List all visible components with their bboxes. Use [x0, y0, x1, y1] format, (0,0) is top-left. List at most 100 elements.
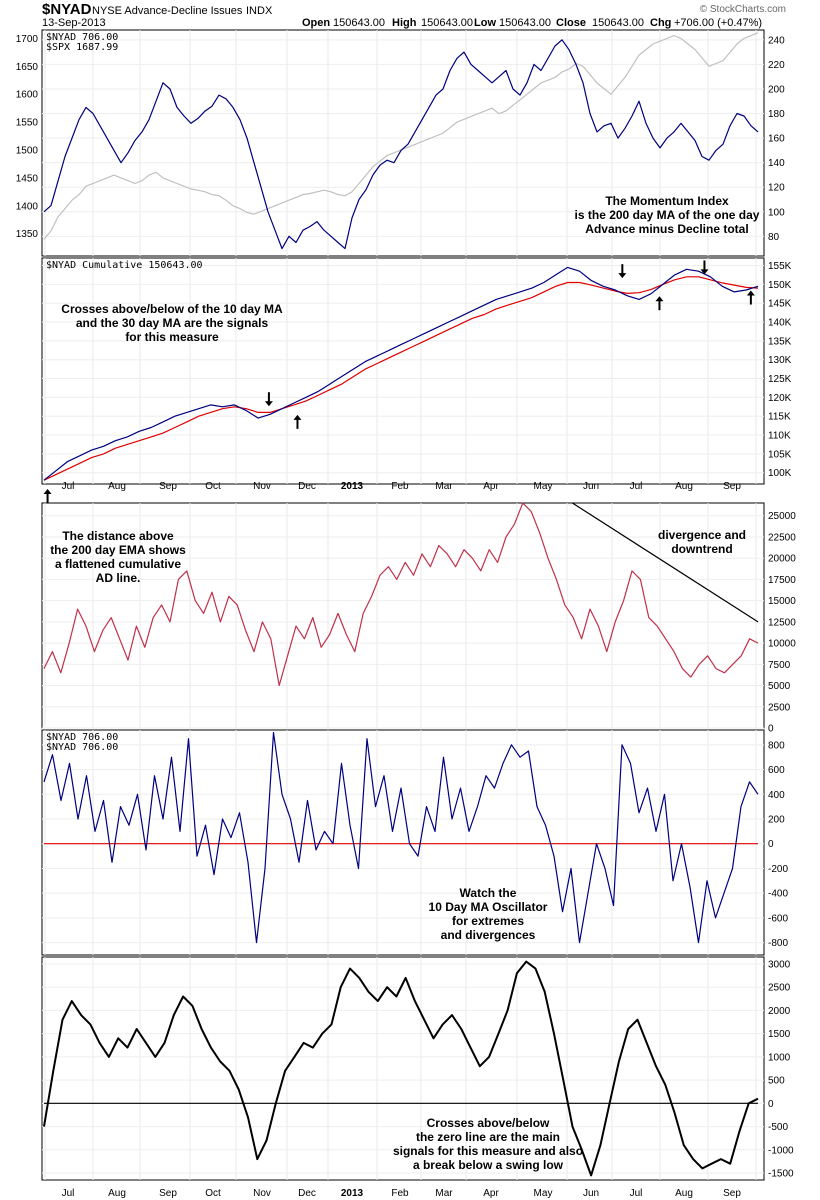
legend-entry: $SPX 1687.99 [46, 42, 118, 53]
x-month-label: Sep [159, 481, 177, 492]
y-tick-label: 110K [768, 431, 791, 442]
y-tick-label: 600 [768, 765, 785, 776]
panel-1: 80 100 120 140 160 180 200 220 240 1350 1400 1450 15… [16, 29, 785, 257]
x-month-label: Feb [391, 481, 409, 492]
annotation-line: Watch the [460, 886, 517, 900]
y-tick-label-left: 1350 [16, 229, 39, 240]
arrow-up-icon [655, 296, 664, 302]
arrow-down-icon [700, 269, 709, 275]
annotation-line: Crosses above/below of the 10 day MA [61, 302, 283, 316]
y-tick-label: 1000 [768, 1052, 791, 1063]
y-tick-label: 2500 [768, 983, 791, 994]
panel-4: -800 -600 -400 -200 0 200 400 600 800 $NYAD 706.0… [41, 729, 788, 956]
series-line [43, 502, 759, 687]
x-axis: Jul Aug Sep Oct Nov Dec 2013 Feb Mar Apr May Jun Jul… [62, 481, 742, 1199]
y-tick-label: -500 [768, 1122, 788, 1133]
watermark: © StockCharts.com [700, 4, 786, 15]
annotation-line: AD line. [96, 571, 141, 585]
x-month-label: Sep [723, 481, 741, 492]
annotation-line: Crosses above/below [427, 1116, 550, 1130]
x-month-label: Jul [630, 481, 643, 492]
y-tick-label: 120 [768, 183, 785, 194]
chart-header: $NYAD NYSE Advance-Decline Issues INDX 1… [42, 1, 786, 29]
legend-entry: $NYAD 706.00 [46, 742, 118, 753]
x-month-label: Feb [391, 1188, 409, 1199]
y-tick-label: 15000 [768, 596, 796, 607]
x-month-label: Aug [675, 1188, 693, 1199]
x-month-label: Sep [723, 1188, 741, 1199]
x-month-label: Nov [253, 481, 271, 492]
y-tick-label: -400 [768, 889, 788, 900]
y-tick-label: 180 [768, 109, 785, 120]
y-tick-label: 100K [768, 468, 792, 479]
y-tick-label: 12500 [768, 617, 796, 628]
y-tick-label-left: 1700 [16, 34, 39, 45]
annotation-line: signals for this measure and also [393, 1144, 583, 1158]
annotation-line: the zero line are the main [416, 1130, 560, 1144]
series-line [572, 502, 759, 623]
y-tick-label: 0 [768, 1099, 774, 1110]
chart-date: 13-Sep-2013 [42, 17, 106, 29]
y-tick-label: 155K [768, 261, 792, 272]
annotation-line: downtrend [671, 542, 732, 556]
annotation-line: Advance minus Decline total [585, 222, 748, 236]
y-tick-label: 140K [768, 318, 792, 329]
panel-3: 0 2500 5000 7500 10000 12500 15000 17500 20000 22… [41, 502, 796, 735]
panel-5: -1500 -1000 -500 0 500 1000 1500 2000 2500 3000 Cr… [41, 956, 794, 1181]
high-value: 150643.00 [421, 17, 473, 29]
chg-label: Chg [650, 17, 671, 29]
legend-entry: $NYAD 706.00 [46, 732, 118, 743]
series-line [43, 960, 759, 1177]
y-tick-label: 130K [768, 355, 792, 366]
open-label: Open [302, 17, 330, 29]
close-label: Close [556, 17, 586, 29]
high-label: High [392, 17, 417, 29]
y-tick-label: 135K [768, 336, 792, 347]
panel-frame [41, 956, 765, 1181]
annotation-line: for this measure [125, 330, 219, 344]
x-month-label: Apr [483, 1188, 499, 1199]
arrow-down-icon [618, 273, 627, 279]
y-tick-label: 800 [768, 740, 785, 751]
x-month-label: Sep [159, 1188, 177, 1199]
legend-entry: $NYAD Cumulative 150643.00 [46, 260, 203, 271]
y-tick-label: 145K [768, 299, 792, 310]
series-line [43, 276, 759, 481]
y-tick-label: 80 [768, 232, 780, 243]
annotation-line: and the 30 day MA are the signals [76, 316, 269, 330]
y-tick-label: 3000 [768, 959, 791, 970]
panel-frame [41, 729, 765, 956]
y-tick-label: -200 [768, 864, 788, 875]
x-month-label: Oct [205, 481, 221, 492]
y-tick-label: 400 [768, 790, 785, 801]
arrow-up-icon [293, 414, 302, 420]
chg-value: +706.00 (+0.47%) [674, 17, 762, 29]
series-line [43, 266, 759, 481]
y-tick-label: 150K [768, 280, 792, 291]
y-tick-label: 120K [768, 393, 792, 404]
x-month-label: Nov [253, 1188, 271, 1199]
x-month-label: Aug [108, 1188, 126, 1199]
x-month-label: Aug [675, 481, 693, 492]
arrow-down-icon [264, 401, 273, 407]
panel-frame [41, 257, 765, 485]
y-tick-label-left: 1450 [16, 173, 39, 184]
y-tick-label: 5000 [768, 681, 791, 692]
y-tick-label: 20000 [768, 554, 796, 565]
y-tick-label: 200 [768, 84, 785, 95]
y-tick-label: 220 [768, 60, 785, 71]
low-label: Low [474, 17, 496, 29]
y-tick-label: 160 [768, 134, 785, 145]
close-value: 150643.00 [592, 17, 644, 29]
y-tick-label: 105K [768, 449, 792, 460]
x-month-label: Mar [435, 481, 453, 492]
annotation-line: the 200 day EMA shows [50, 543, 186, 557]
legend-entry: $NYAD 706.00 [46, 32, 118, 43]
annotation-line: 10 Day MA Oscillator [429, 900, 548, 914]
y-tick-label: 0 [768, 839, 774, 850]
series-line [43, 39, 759, 250]
y-tick-label-left: 1500 [16, 145, 39, 156]
y-tick-label: 7500 [768, 660, 791, 671]
x-month-label: May [534, 481, 553, 492]
y-tick-label: 22500 [768, 532, 796, 543]
